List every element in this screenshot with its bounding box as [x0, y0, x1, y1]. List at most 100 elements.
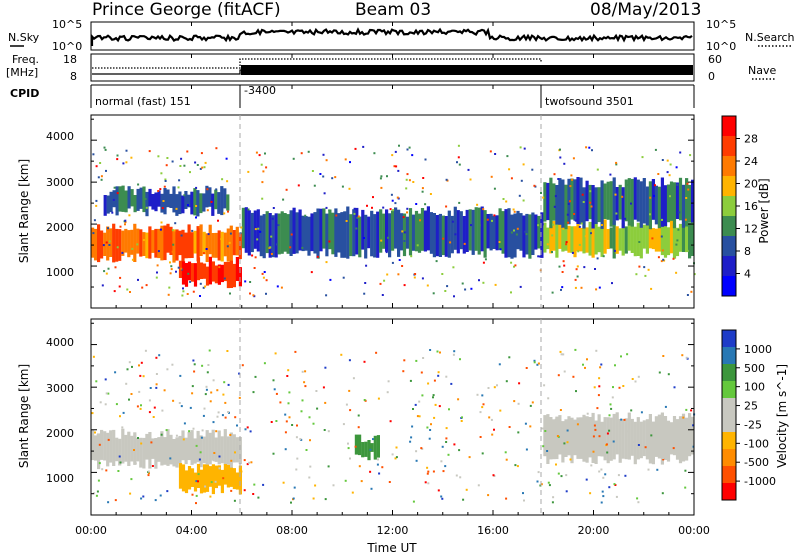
heat-speckle [542, 196, 545, 199]
heat-cell [112, 190, 116, 208]
heat-cell [639, 181, 643, 228]
heat-speckle [183, 164, 186, 167]
heat-speckle [136, 243, 139, 246]
heat-speckle [313, 184, 316, 187]
heat-speckle [620, 355, 622, 358]
heat-speckle [212, 379, 215, 382]
heat-speckle [287, 369, 290, 372]
heat-cell [268, 213, 272, 258]
heat-speckle [662, 458, 665, 461]
heat-speckle [551, 291, 554, 294]
heat-speckle [229, 292, 231, 295]
heat-speckle [129, 291, 131, 293]
heat-speckle [647, 268, 650, 271]
power-heatmap [91, 144, 696, 298]
heat-speckle [656, 468, 659, 471]
heat-speckle [537, 224, 540, 227]
heat-speckle [672, 447, 675, 450]
heat-speckle [282, 198, 285, 201]
heat-speckle [215, 188, 218, 191]
heat-speckle [325, 206, 328, 209]
heat-speckle [596, 407, 599, 410]
heat-cell [166, 223, 170, 253]
heat-speckle [533, 359, 536, 362]
heat-speckle [156, 271, 158, 274]
heat-speckle [441, 445, 444, 448]
heat-speckle [626, 353, 629, 356]
heat-speckle [505, 200, 508, 203]
heat-speckle [356, 216, 359, 219]
nave-tick-top: 60 [708, 53, 722, 66]
heat-speckle [546, 450, 549, 452]
heat-speckle [486, 218, 489, 221]
heat-speckle [125, 382, 128, 385]
heat-speckle [441, 497, 444, 500]
heat-speckle [93, 219, 96, 222]
heat-cell [112, 223, 116, 263]
heat-speckle [249, 292, 251, 295]
heat-speckle [285, 188, 288, 191]
heat-speckle [613, 249, 616, 252]
heat-speckle [561, 286, 564, 289]
heat-speckle [563, 370, 566, 373]
heat-speckle [563, 264, 566, 267]
heat-speckle [258, 154, 261, 157]
heat-cell [609, 417, 613, 461]
heat-cell [190, 191, 194, 215]
heat-speckle [559, 148, 561, 151]
heat-speckle [353, 207, 356, 210]
heat-cell [223, 261, 227, 282]
heat-cell [112, 429, 116, 466]
heat-cell [678, 416, 683, 464]
heat-speckle [351, 491, 354, 494]
heat-speckle [244, 428, 247, 431]
nsearch-tick-top: 10^5 [706, 18, 736, 31]
heat-speckle [360, 480, 363, 483]
heat-cell [178, 230, 182, 256]
heat-speckle [668, 174, 671, 177]
heat-speckle [228, 241, 231, 244]
heat-speckle [352, 377, 355, 380]
heat-speckle [415, 359, 418, 362]
heat-cell [148, 226, 152, 259]
heat-speckle [522, 199, 525, 202]
heat-speckle [435, 260, 438, 263]
heat-speckle [442, 237, 445, 240]
heat-speckle [510, 231, 513, 234]
heat-speckle [634, 380, 637, 383]
heat-cell [214, 189, 218, 210]
heat-cell [130, 229, 134, 255]
heat-cell [618, 419, 622, 463]
heat-speckle [207, 364, 210, 366]
heat-speckle [99, 162, 102, 164]
heat-cell [124, 190, 128, 213]
colorbar-segment [722, 432, 736, 450]
heat-speckle [210, 391, 213, 394]
heat-speckle [551, 234, 554, 237]
heat-speckle [551, 501, 554, 504]
heat-speckle [363, 292, 366, 295]
heat-speckle [138, 364, 140, 367]
heat-speckle [693, 273, 696, 276]
heat-speckle [649, 196, 652, 199]
heat-speckle [649, 213, 651, 216]
heat-speckle [349, 457, 351, 460]
heat-speckle [537, 362, 540, 365]
heat-speckle [562, 227, 565, 230]
power-ytick-4000: 4000 [46, 130, 74, 143]
heat-cell [139, 437, 143, 468]
colorbar-segment [722, 236, 736, 257]
heat-cell [558, 222, 562, 249]
heat-speckle [479, 436, 482, 438]
heat-speckle [551, 251, 553, 253]
nsky-tick-bottom: 10^0 [52, 40, 82, 53]
heat-speckle [324, 401, 327, 404]
heat-cell [555, 416, 559, 460]
heat-speckle [142, 239, 145, 241]
heat-speckle [574, 348, 577, 351]
heat-cell [103, 195, 107, 216]
heat-speckle [195, 502, 197, 505]
heat-speckle [140, 404, 142, 407]
heat-cell [214, 465, 218, 489]
colorbar-segment [722, 156, 736, 177]
